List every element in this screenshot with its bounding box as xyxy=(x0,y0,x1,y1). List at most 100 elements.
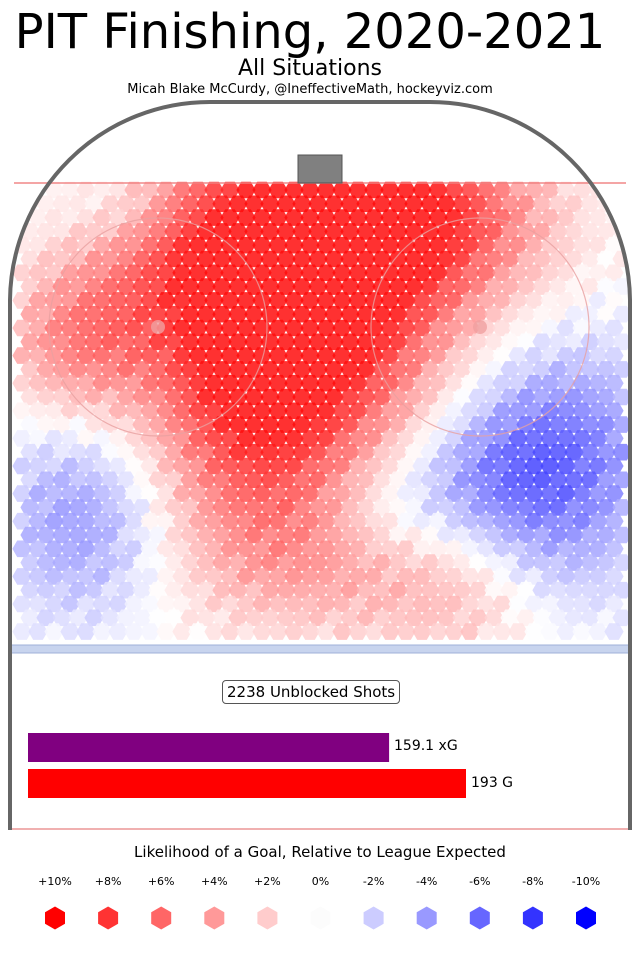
heatmap-hex xyxy=(116,581,136,599)
heatmap-hex xyxy=(204,374,224,392)
heatmap-hex xyxy=(100,554,120,571)
heatmap-hex xyxy=(372,361,392,378)
heatmap-hex xyxy=(396,457,416,475)
heatmap-hex xyxy=(12,595,32,613)
heatmap-hex xyxy=(588,540,608,558)
heatmap-hex xyxy=(20,581,40,599)
heatmap-hex xyxy=(52,416,72,433)
heatmap-hex xyxy=(268,264,288,282)
heatmap-hex xyxy=(324,443,344,461)
heatmap-hex xyxy=(156,264,176,282)
heatmap-hex xyxy=(100,388,120,406)
heatmap-hex xyxy=(580,223,600,240)
heatmap-hex xyxy=(92,430,112,447)
heatmap-hex xyxy=(188,457,208,475)
heatmap-hex xyxy=(292,223,312,240)
heatmap-hex xyxy=(36,554,56,571)
heatmap-hex xyxy=(372,581,392,599)
heatmap-hex xyxy=(316,623,336,640)
heatmap-hex xyxy=(340,223,360,240)
heatmap-hex xyxy=(132,443,152,461)
heatmap-hex xyxy=(188,374,208,392)
heatmap-hex xyxy=(444,292,464,309)
heatmap-hex xyxy=(108,236,128,254)
heatmap-hex xyxy=(252,430,272,447)
heatmap-hex xyxy=(580,581,600,599)
heatmap-hex xyxy=(396,236,416,254)
heatmap-hex xyxy=(412,209,432,226)
heatmap-hex xyxy=(476,430,496,447)
heatmap-hex xyxy=(388,195,408,213)
heatmap-hex xyxy=(340,609,360,627)
heatmap-hex xyxy=(164,581,184,599)
heatmap-hex xyxy=(52,278,72,295)
heatmap-hex xyxy=(180,388,200,406)
heatmap-hex xyxy=(244,554,264,571)
heatmap-hex xyxy=(92,347,112,364)
heatmap-hex xyxy=(156,512,176,530)
heatmap-hex xyxy=(420,333,440,351)
heatmap-hex xyxy=(516,361,536,378)
heatmap-hex xyxy=(340,388,360,406)
heatmap-hex xyxy=(564,526,584,544)
heatmap-hex xyxy=(364,457,384,475)
heatmap-hex xyxy=(172,540,192,558)
heatmap-hex xyxy=(500,388,520,406)
heatmap-hex xyxy=(292,443,312,461)
heatmap-hex xyxy=(124,181,144,199)
heatmap-hex xyxy=(492,540,512,558)
heatmap-hex xyxy=(340,471,360,489)
chart-byline: Micah Blake McCurdy, @IneffectiveMath, h… xyxy=(127,82,493,97)
heatmap-hex xyxy=(388,526,408,544)
heatmap-hex xyxy=(252,236,272,254)
heatmap-hex xyxy=(324,609,344,627)
heatmap-hex xyxy=(604,264,624,282)
heatmap-hex xyxy=(228,250,248,268)
heatmap-hex xyxy=(460,236,480,254)
heatmap-hex xyxy=(228,195,248,213)
heatmap-hex xyxy=(476,181,496,199)
heatmap-hex xyxy=(356,471,376,489)
heatmap-hex xyxy=(388,333,408,351)
heatmap-hex xyxy=(332,595,352,613)
heatmap-hex xyxy=(540,264,560,282)
heatmap-hex xyxy=(28,292,48,309)
heatmap-hex xyxy=(516,609,536,627)
heatmap-hex xyxy=(444,485,464,502)
heatmap-hex xyxy=(356,278,376,295)
heatmap-hex xyxy=(44,430,64,447)
heatmap-hex xyxy=(236,430,256,447)
heatmap-hex xyxy=(44,374,64,392)
heatmap-hex xyxy=(388,471,408,489)
heatmap-hex xyxy=(356,499,376,516)
heatmap-hex xyxy=(276,554,296,571)
heatmap-hex xyxy=(44,347,64,364)
heatmap-hex xyxy=(540,181,560,199)
heatmap-hex xyxy=(60,236,80,254)
heatmap-hex xyxy=(476,540,496,558)
legend-swatch xyxy=(363,906,384,930)
heatmap-hex xyxy=(348,319,368,337)
heatmap-hex xyxy=(348,595,368,613)
heatmap-hex xyxy=(164,305,184,323)
heatmap-hex xyxy=(212,443,232,461)
heatmap-hex xyxy=(588,568,608,585)
heatmap-hex xyxy=(364,595,384,613)
heatmap-hex xyxy=(604,347,624,364)
heatmap-hex xyxy=(76,264,96,282)
heatmap-hex xyxy=(484,278,504,295)
heatmap-hex xyxy=(404,443,424,461)
heatmap-hex xyxy=(388,361,408,378)
heatmap-hex xyxy=(284,540,304,558)
heatmap-hex xyxy=(132,361,152,378)
heatmap-hex xyxy=(564,333,584,351)
heatmap-hex xyxy=(180,416,200,433)
heatmap-hex xyxy=(92,540,112,558)
heatmap-hex xyxy=(228,388,248,406)
heatmap-hex xyxy=(356,250,376,268)
heatmap-hex xyxy=(228,554,248,571)
heatmap-hex xyxy=(604,512,624,530)
heatmap-hex xyxy=(588,457,608,475)
heatmap-hex xyxy=(484,581,504,599)
heatmap-hex xyxy=(28,457,48,475)
